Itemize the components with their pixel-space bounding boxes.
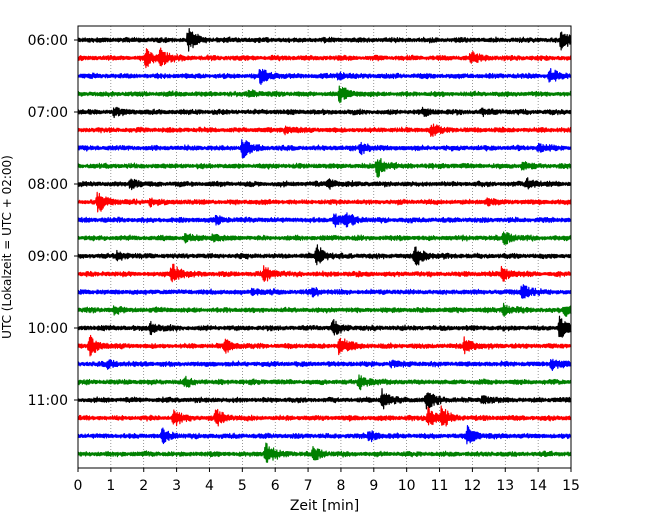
trace-row-4 <box>77 106 572 119</box>
trace-row-14 <box>77 284 572 299</box>
trace-row-0 <box>77 28 572 52</box>
trace-row-11 <box>77 231 572 246</box>
y-tick-label: 06:00 <box>28 33 68 49</box>
plot-frame <box>77 25 572 469</box>
trace-row-15 <box>77 302 572 317</box>
trace-row-13 <box>77 263 572 283</box>
trace-row-12 <box>77 244 572 266</box>
trace-row-22 <box>77 425 572 445</box>
x-tick-label: 2 <box>139 478 148 494</box>
x-tick-label: 14 <box>529 478 547 494</box>
y-tick-label: 08:00 <box>28 177 68 193</box>
seismogram-traces <box>77 28 572 463</box>
trace-row-7 <box>77 157 572 178</box>
trace-row-2 <box>77 67 572 86</box>
trace-row-9 <box>77 191 572 213</box>
trace-row-23 <box>77 442 572 463</box>
x-tick-label: 13 <box>496 478 514 494</box>
x-tick-label: 15 <box>562 478 580 494</box>
x-tick-label: 8 <box>336 478 345 494</box>
plot-area <box>78 26 571 468</box>
trace-row-17 <box>77 334 572 357</box>
y-tick-label: 10:00 <box>28 321 68 337</box>
trace-row-18 <box>77 358 572 372</box>
x-axis-label: Zeit [min] <box>290 498 359 514</box>
x-tick-label: 11 <box>431 478 449 494</box>
x-tick-label: 4 <box>205 478 214 494</box>
x-tick-label: 10 <box>398 478 416 494</box>
trace-row-16 <box>77 315 572 338</box>
x-tick-label: 12 <box>463 478 481 494</box>
trace-row-6 <box>77 139 572 159</box>
y-tick-label: 09:00 <box>28 249 68 265</box>
x-tick-label: 9 <box>369 478 378 494</box>
y-axis-ticks: 06:00 07:00 08:00 09:00 10:00 11:00 <box>28 33 78 409</box>
y-tick-label: 07:00 <box>28 105 68 121</box>
trace-row-20 <box>77 388 572 410</box>
trace-row-10 <box>77 212 572 228</box>
trace-row-21 <box>77 405 572 427</box>
trace-row-8 <box>77 177 572 191</box>
x-tick-label: 5 <box>238 478 247 494</box>
y-tick-label: 11:00 <box>28 393 68 409</box>
trace-row-3 <box>77 85 572 104</box>
x-tick-label: 6 <box>271 478 280 494</box>
x-tick-label: 0 <box>74 478 83 494</box>
x-tick-label: 1 <box>106 478 115 494</box>
trace-row-19 <box>77 374 572 391</box>
x-tick-label: 7 <box>304 478 313 494</box>
y-axis-label: UTC (Lokalzeit = UTC + 02:00) <box>0 155 14 339</box>
x-axis-ticks: 0 1 2 3 4 5 6 7 8 9 10 11 12 13 14 15 <box>74 468 580 494</box>
x-tick-label: 3 <box>172 478 181 494</box>
trace-row-1 <box>77 47 572 69</box>
trace-row-5 <box>77 123 572 137</box>
